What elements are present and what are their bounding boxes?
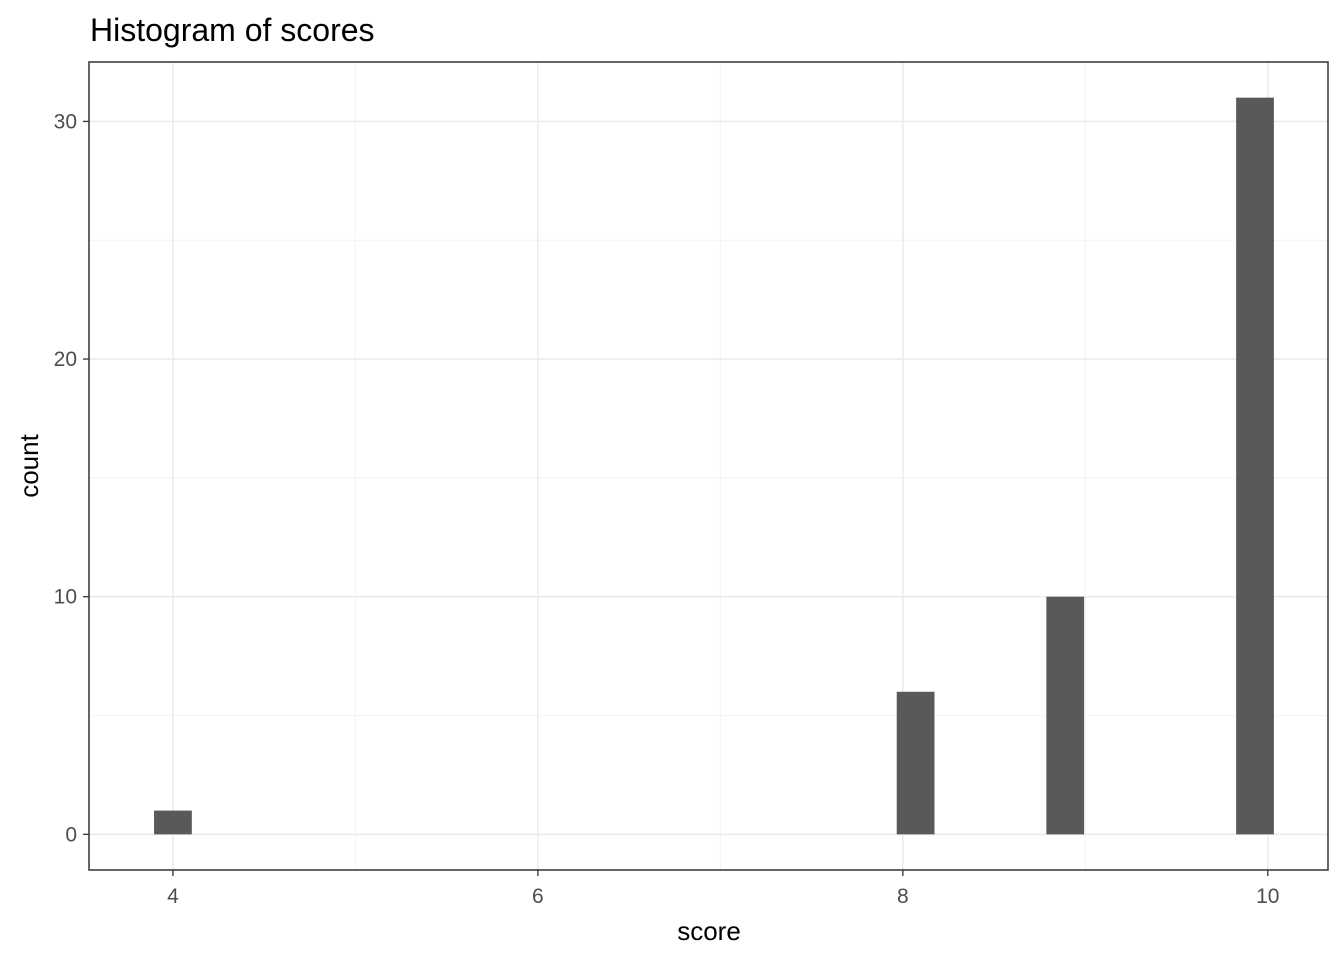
x-tick-label: 8 bbox=[897, 885, 909, 908]
histogram-bar bbox=[896, 691, 935, 835]
panel-border bbox=[88, 61, 1329, 871]
bars bbox=[154, 97, 1274, 835]
histogram-bar bbox=[154, 810, 192, 835]
y-tick-labels: 0 10 20 30 bbox=[54, 110, 77, 846]
y-tick-label: 0 bbox=[65, 823, 77, 846]
y-tick-label: 30 bbox=[54, 110, 77, 133]
x-tick-label: 6 bbox=[532, 885, 544, 908]
x-tick-label: 10 bbox=[1256, 885, 1279, 908]
y-tick-label: 10 bbox=[54, 586, 77, 609]
histogram-bar bbox=[1236, 97, 1274, 835]
x-axis-title: score bbox=[677, 916, 741, 946]
histogram-bar bbox=[1046, 596, 1085, 835]
x-tick-label: 4 bbox=[167, 885, 179, 908]
y-axis-title: count bbox=[14, 433, 44, 497]
major-grid bbox=[89, 62, 1328, 870]
x-tick-labels: 4 6 8 10 bbox=[167, 885, 1279, 908]
minor-grid bbox=[89, 62, 1328, 870]
y-tick-label: 20 bbox=[54, 348, 77, 371]
chart-title: Histogram of scores bbox=[90, 12, 375, 48]
axis-ticks bbox=[83, 120, 1269, 876]
